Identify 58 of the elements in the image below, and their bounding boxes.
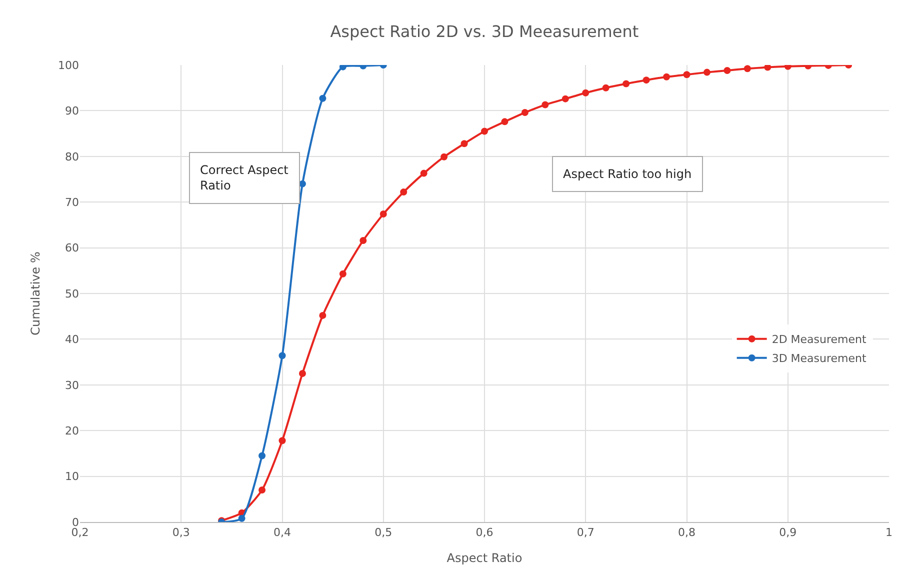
point [380,210,387,218]
point [764,65,772,71]
x-tick-label: 0,7 [576,526,594,540]
point [258,452,266,460]
point [663,73,670,80]
legend-label: 2D Measurement [772,333,867,346]
x-tick-label: 0,4 [274,526,291,540]
x-tick-label: 0,2 [71,526,89,540]
point [703,68,710,76]
point [298,370,306,377]
y-tick-label: 20 [65,424,79,438]
x-tick-label: 0,6 [476,526,494,540]
y-tick-label: 100 [58,58,79,72]
x-axis-title: Aspect Ratio [446,551,522,566]
point [481,128,488,135]
annotation: Aspect Ratio too high [563,167,692,181]
y-tick-label: 40 [65,333,79,346]
point [238,514,246,522]
point [339,65,346,70]
y-tick-label: 30 [65,378,79,392]
point [602,84,610,92]
y-axis-title: Cumulative % [28,252,42,336]
point [319,94,326,102]
point [360,236,367,244]
x-tick-label: 0,3 [172,526,190,540]
annotation: Correct Aspect Ratio [200,163,289,193]
point [460,140,468,148]
chart-title: Aspect Ratio 2D vs. 3D Meeasurement [330,22,639,42]
point [542,101,549,108]
point [400,188,408,196]
y-tick-label: 90 [65,104,79,118]
point [582,89,590,96]
x-tick-label: 0,5 [374,526,392,540]
point [278,352,286,360]
point [319,312,326,319]
point [683,71,690,78]
y-tick-label: 60 [65,242,79,255]
point [339,270,346,278]
legend-label: 3D Measurement [772,352,867,366]
point [562,95,569,102]
y-tick-label: 10 [65,470,79,484]
x-tick-label: 1 [886,526,892,540]
point [642,76,650,84]
y-tick-label: 50 [65,287,79,300]
point [521,109,528,116]
point [420,170,428,177]
point [278,437,286,444]
y-tick-label: 70 [65,196,79,209]
x-tick-label: 0,9 [779,526,797,540]
point [440,153,448,160]
y-tick-label: 80 [65,150,79,164]
point [501,118,508,126]
y-tick-label: 0 [72,516,79,529]
point [258,486,266,494]
point [724,66,731,74]
point [622,80,630,88]
x-tick-label: 0,8 [678,526,696,540]
point [744,65,751,72]
